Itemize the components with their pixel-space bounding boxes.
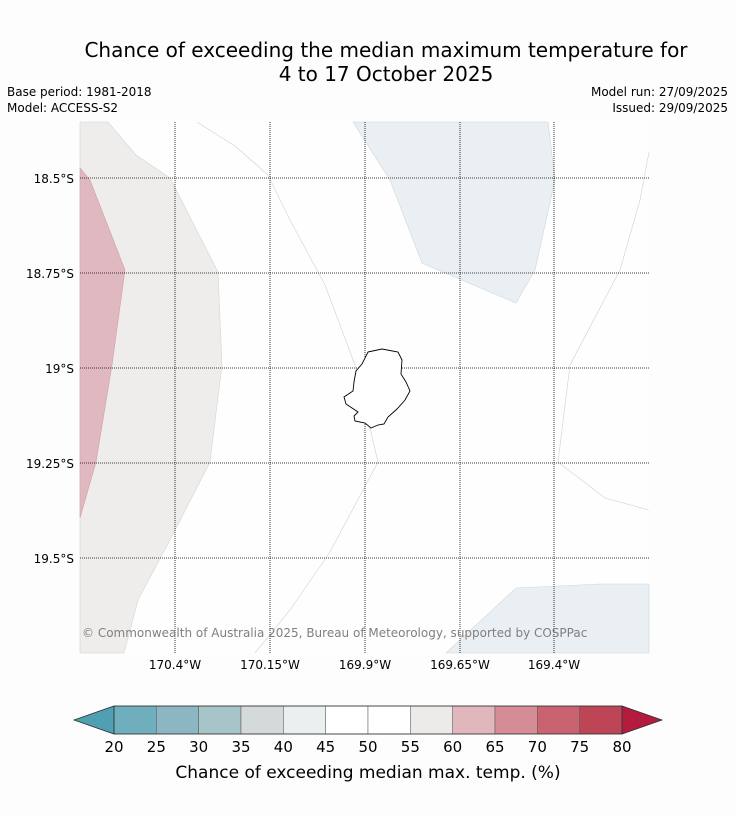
colorbar-bin: [494, 705, 538, 735]
colorbar-bin: [452, 705, 496, 735]
map-title: Chance of exceeding the median maximum t…: [0, 38, 736, 86]
colorbar-bin: [410, 705, 453, 735]
colorbar-over-arrow: [621, 705, 664, 735]
colorbar-bin: [113, 705, 157, 735]
colorbar-tick-label: 40: [274, 738, 293, 756]
base-period: Base period: 1981-2018: [7, 85, 152, 99]
issued-date: Issued: 29/09/2025: [612, 101, 728, 115]
colorbar-tick-label: 60: [443, 738, 462, 756]
lon-labels: 170.4°W 170.15°W 169.9°W 169.65°W 169.4°…: [149, 658, 580, 672]
colorbar-ticks: 20 25 30 35 40 45 50 55 60 65 70 75 80: [104, 738, 631, 756]
colorbar-frame: [113, 705, 623, 735]
colorbar-bin: [537, 705, 580, 735]
lat-label-4: 19.25°S: [26, 457, 74, 471]
lon-label-5: 169.4°W: [528, 658, 580, 672]
region-40-45-north: [352, 121, 556, 304]
colorbar-tick-label: 50: [358, 738, 377, 756]
meta-right: Model run: 27/09/2025 Issued: 29/09/2025: [591, 84, 728, 116]
colorbar-tick-label: 30: [189, 738, 208, 756]
contour-lines: [196, 121, 650, 654]
colorbar: 20 25 30 35 40 45 50 55 60 65 70 75 80 Chance of exc…: [72, 705, 664, 783]
model-name: Model: ACCESS-S2: [7, 101, 119, 115]
colorbar-tick-label: 70: [528, 738, 547, 756]
lon-label-3: 169.9°W: [339, 658, 391, 672]
region-40-45-south: [445, 583, 650, 654]
colorbar-bin: [579, 705, 623, 735]
lat-label-5: 19.5°S: [34, 552, 74, 566]
colorbar-bin: [283, 705, 326, 735]
lon-label-2: 170.15°W: [240, 658, 300, 672]
map-title-line2: 4 to 17 October 2025: [278, 62, 494, 86]
colorbar-bins: [113, 705, 623, 735]
colorbar-label: Chance of exceeding median max. temp. (%…: [175, 763, 560, 783]
lat-label-1: 18.5°S: [34, 172, 74, 186]
lat-labels: 18.5°S 18.75°S 19°S 19.25°S 19.5°S: [26, 172, 74, 566]
colorbar-tick-label: 35: [231, 738, 250, 756]
colorbar-tick-label: 55: [401, 738, 420, 756]
colorbar-bin: [156, 705, 199, 735]
colorbar-bin: [367, 705, 411, 735]
colorbar-tick-label: 65: [485, 738, 504, 756]
colorbar-tick-label: 45: [316, 738, 335, 756]
lat-label-3: 19°S: [45, 362, 74, 376]
lon-label-1: 170.4°W: [149, 658, 201, 672]
model-run: Model run: 27/09/2025: [590, 85, 728, 99]
region-60-65: [79, 167, 126, 519]
colorbar-bin: [198, 705, 242, 735]
colorbar-bin: [240, 705, 284, 735]
copyright-text: © Commonwealth of Australia 2025, Bureau…: [82, 626, 587, 640]
colorbar-tick-label: 20: [104, 738, 123, 756]
colorbar-under-arrow: [72, 705, 115, 735]
map-title-line1: Chance of exceeding the median maximum t…: [84, 38, 688, 62]
colorbar-tick-label: 80: [612, 738, 631, 756]
colorbar-tick-label: 25: [147, 738, 166, 756]
colorbar-tick-label: 75: [570, 738, 589, 756]
lon-label-4: 169.65°W: [430, 658, 490, 672]
island-coastline: [343, 348, 411, 429]
map-area: © Commonwealth of Australia 2025, Bureau…: [79, 121, 650, 654]
lat-label-2: 18.75°S: [26, 267, 74, 281]
meta-left: Base period: 1981-2018 Model: ACCESS-S2: [7, 84, 152, 116]
colorbar-bin: [325, 705, 369, 735]
